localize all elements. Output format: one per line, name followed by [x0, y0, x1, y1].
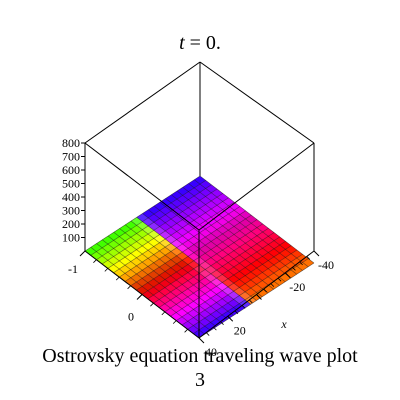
- x-tick-label: 40: [205, 345, 217, 359]
- x-tick-label: 20: [234, 323, 246, 337]
- caption-line-2: 3: [195, 369, 205, 391]
- z-tick-label: 600: [62, 163, 80, 177]
- y-minor-tick: [104, 268, 109, 272]
- x-minor-tick: [249, 299, 253, 304]
- x-tick-label: -20: [289, 280, 305, 294]
- grid-line-u: [176, 190, 292, 279]
- x-tick-mark: [313, 250, 320, 257]
- grid-line-v: [187, 254, 303, 330]
- box-edge: [84, 142, 200, 231]
- y-minor-tick: [161, 311, 166, 316]
- x-minor-tick: [234, 310, 239, 315]
- y-minor-tick: [138, 294, 143, 298]
- title-value: = 0.: [184, 32, 221, 54]
- box-edge: [198, 142, 315, 231]
- y-minor-tick: [184, 329, 188, 333]
- x-minor-tick: [263, 288, 267, 293]
- y-minor-tick: [115, 276, 120, 281]
- grid-line-v: [158, 232, 275, 308]
- z-tick-label: 800: [62, 136, 80, 150]
- x-minor-tick: [205, 332, 210, 336]
- grid-line-u: [159, 202, 274, 290]
- y-minor-tick: [93, 259, 97, 263]
- y-minor-tick: [150, 302, 154, 307]
- z-tick-label: 300: [62, 204, 80, 218]
- x-minor-tick: [284, 272, 289, 277]
- title-variable: t: [179, 32, 185, 54]
- y-tick-label: 0: [128, 310, 134, 324]
- x-tick-label: -40: [318, 258, 334, 272]
- x-minor-tick: [299, 261, 303, 266]
- grid-line-u: [188, 183, 303, 271]
- grid-line-u: [199, 175, 315, 264]
- x-minor-tick: [241, 305, 246, 309]
- grid-line-u: [171, 194, 286, 282]
- grid-line-v: [147, 223, 263, 300]
- y-minor-tick: [127, 285, 131, 290]
- grid-line-u: [148, 209, 263, 297]
- z-tick-label: 100: [62, 231, 80, 245]
- grid-line-u: [153, 205, 269, 294]
- grid-line-v: [164, 236, 280, 313]
- plot-caption: Ostrovsky equation traveling wave plot 3: [0, 344, 400, 392]
- caption-line-1: Ostrovsky equation traveling wave plot: [42, 345, 358, 367]
- z-tick-label: 400: [62, 190, 80, 204]
- x-minor-tick: [270, 283, 275, 287]
- grid-line-v: [198, 262, 315, 339]
- x-axis-label: x: [280, 317, 287, 331]
- x-tick-mark: [198, 337, 205, 344]
- grid-line-u: [194, 179, 309, 267]
- x-minor-tick: [277, 277, 282, 282]
- box-edge: [84, 61, 201, 144]
- grid-line-v: [170, 240, 286, 317]
- x-minor-tick: [213, 326, 217, 331]
- x-minor-tick: [220, 321, 224, 325]
- x-minor-tick: [256, 294, 260, 298]
- grid-line-v: [176, 245, 292, 321]
- grid-line-v: [193, 258, 309, 334]
- x-minor-tick: [227, 315, 232, 320]
- grid-line-u: [182, 187, 297, 275]
- y-tick-mark: [79, 250, 86, 257]
- plot-title: t = 0.: [0, 32, 400, 55]
- z-tick-label: 200: [62, 217, 80, 231]
- x-minor-tick: [306, 256, 311, 260]
- box-edge: [199, 61, 315, 144]
- z-tick-label: 500: [62, 177, 80, 191]
- z-tick-label: 700: [62, 150, 80, 164]
- bounding-box: [84, 61, 315, 339]
- grid-line-v: [153, 227, 269, 304]
- y-minor-tick: [172, 320, 177, 324]
- y-tick-label: -1: [68, 262, 78, 276]
- x-minor-tick: [292, 267, 296, 271]
- grid-line-v: [181, 249, 298, 326]
- grid-line-u: [165, 198, 280, 286]
